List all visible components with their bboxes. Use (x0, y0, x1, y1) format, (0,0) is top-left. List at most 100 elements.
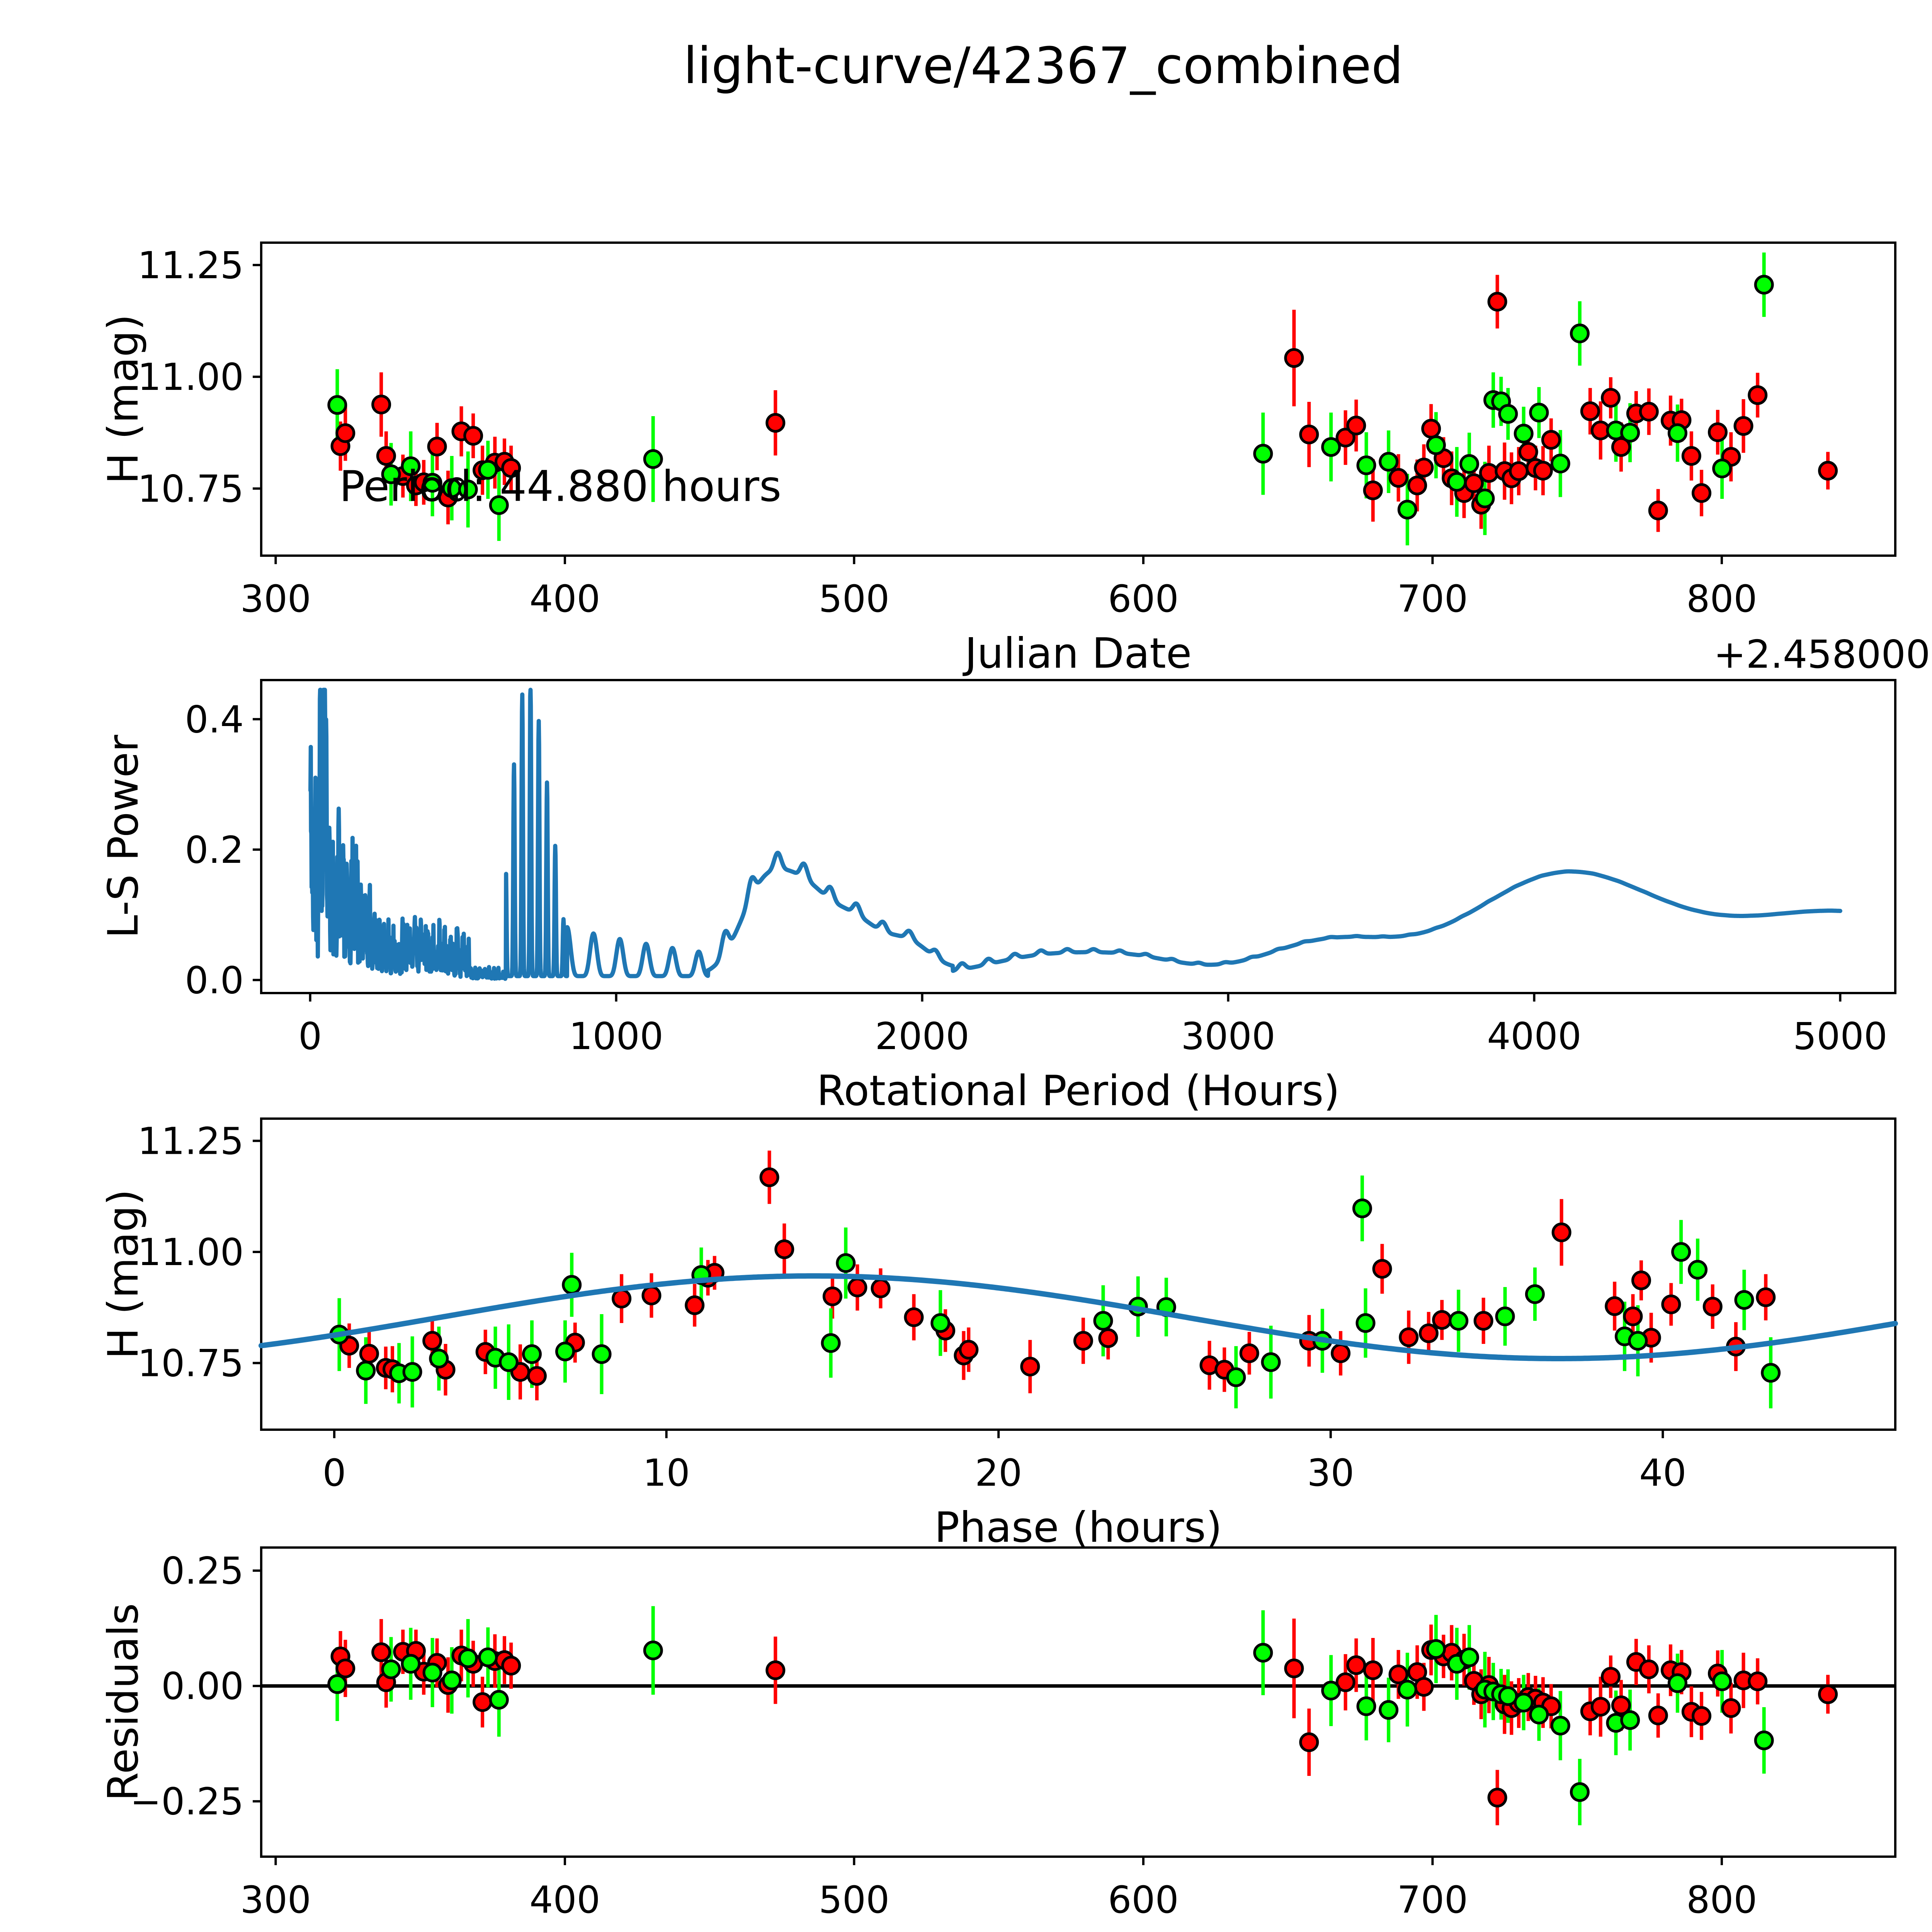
phase-point (774, 1239, 794, 1259)
y-tick-label: 0.0 (185, 959, 244, 1002)
y-tick-label: 0.4 (185, 698, 244, 741)
residual-point (381, 1659, 401, 1679)
phase-point (1093, 1311, 1113, 1331)
residual-point (1363, 1660, 1383, 1680)
lightcurve-point (1570, 323, 1590, 344)
figure-title-group: light-curve/42367_combined (684, 36, 1403, 95)
lightcurve-point (489, 495, 509, 515)
residual-point (489, 1690, 509, 1710)
phase-point (1761, 1363, 1781, 1383)
axes-frame (260, 1546, 1896, 1858)
phase-point (359, 1344, 379, 1364)
phase-point (1734, 1290, 1754, 1310)
lightcurve-point (381, 464, 401, 484)
residual-point (1253, 1643, 1273, 1663)
residual-point (1414, 1677, 1434, 1697)
residual-point (1754, 1730, 1774, 1750)
residual-point (765, 1660, 786, 1680)
residual-point (1426, 1639, 1446, 1659)
lightcurve-point (1541, 430, 1561, 450)
residual-point (442, 1670, 462, 1690)
phase-point (1331, 1343, 1351, 1363)
y-tick-label: 11.25 (138, 244, 244, 287)
lightcurve-point (1356, 455, 1376, 475)
phase-point (1631, 1270, 1651, 1291)
lightcurve-point (1509, 461, 1529, 481)
lightcurve-point (1388, 468, 1408, 488)
lightcurve-point (1712, 458, 1732, 478)
phase-point (1702, 1296, 1723, 1316)
lightcurve-point (427, 437, 447, 457)
lightcurve-point (1284, 348, 1304, 368)
x-tick-label: 5000 (1793, 1015, 1887, 1058)
x-tick-label: 800 (1686, 577, 1757, 621)
lightcurve-point (1447, 472, 1467, 492)
phase-point (822, 1286, 842, 1306)
sinusoid-fit-curve (259, 1273, 1898, 1361)
residual-point (1639, 1659, 1659, 1679)
phase-point (555, 1342, 575, 1362)
phase-point (1432, 1310, 1452, 1330)
lightcurve-point (1681, 446, 1701, 466)
phase-point (759, 1167, 779, 1187)
residual-point (458, 1648, 478, 1668)
phase-point (836, 1253, 856, 1273)
x-tick-label: 40 (1639, 1451, 1686, 1495)
lightcurve-point (1397, 500, 1417, 520)
x-tick-label: 500 (819, 577, 889, 621)
residual-point (1346, 1655, 1366, 1675)
x-tick-label: 500 (819, 1878, 889, 1922)
residual-point (1388, 1664, 1408, 1684)
phase-point (1073, 1331, 1093, 1351)
phase-point (1352, 1198, 1372, 1218)
residual-point (1667, 1673, 1687, 1693)
phase-point (1399, 1327, 1419, 1347)
y-tick-label: 0.25 (161, 1549, 244, 1593)
phase-point (904, 1307, 924, 1327)
residual-point (1529, 1704, 1549, 1725)
y-tick-label: 11.00 (138, 355, 244, 399)
y-tick-label: 11.00 (138, 1231, 244, 1274)
phase-point (1226, 1367, 1246, 1387)
residual-point (422, 1663, 442, 1683)
x-tick-label: 700 (1397, 1878, 1468, 1922)
lightcurve-point (1580, 401, 1600, 421)
residual-point (1299, 1732, 1319, 1752)
panel-periodogram: 0 1000 2000 3000 4000 5000 Rotational Period (… (99, 679, 1896, 1115)
residual-point (478, 1647, 498, 1667)
lightcurve-point (765, 413, 786, 433)
lightcurve-point (1754, 275, 1774, 295)
lightcurve-point (1421, 418, 1441, 439)
phase-point (356, 1361, 376, 1381)
phase-point (1418, 1323, 1439, 1343)
phase-point (422, 1331, 442, 1351)
x-tick-label: 300 (240, 577, 311, 621)
phase-point (1628, 1331, 1648, 1351)
x-tick-label: 400 (529, 1878, 600, 1922)
x-tick-label: 600 (1108, 1878, 1179, 1922)
residual-point (1397, 1680, 1417, 1700)
lightcurve-point (1620, 423, 1640, 443)
phase-point (562, 1275, 582, 1295)
residual-point (1748, 1671, 1768, 1691)
x-tick-label: 400 (529, 577, 600, 621)
phase-point (612, 1289, 632, 1309)
residual-point (1620, 1710, 1640, 1730)
residual-point (1514, 1692, 1534, 1713)
phase-point (1355, 1313, 1376, 1333)
phase-point (1688, 1260, 1708, 1280)
axes-frame (260, 1117, 1896, 1431)
residual-point (473, 1692, 493, 1712)
phase-point (1261, 1352, 1281, 1372)
lightcurve-point (458, 480, 478, 500)
lightcurve-point (335, 423, 355, 443)
x-tick-label: 4000 (1487, 1015, 1581, 1058)
residual-point (1550, 1716, 1570, 1736)
y-tick-label: 0.2 (185, 828, 244, 872)
lightcurve-point (1346, 415, 1366, 435)
residual-point (327, 1674, 347, 1694)
residual-point (1600, 1667, 1621, 1687)
lightcurve-point (1414, 457, 1434, 478)
phase-point (1623, 1306, 1643, 1327)
phase-point (685, 1295, 705, 1315)
